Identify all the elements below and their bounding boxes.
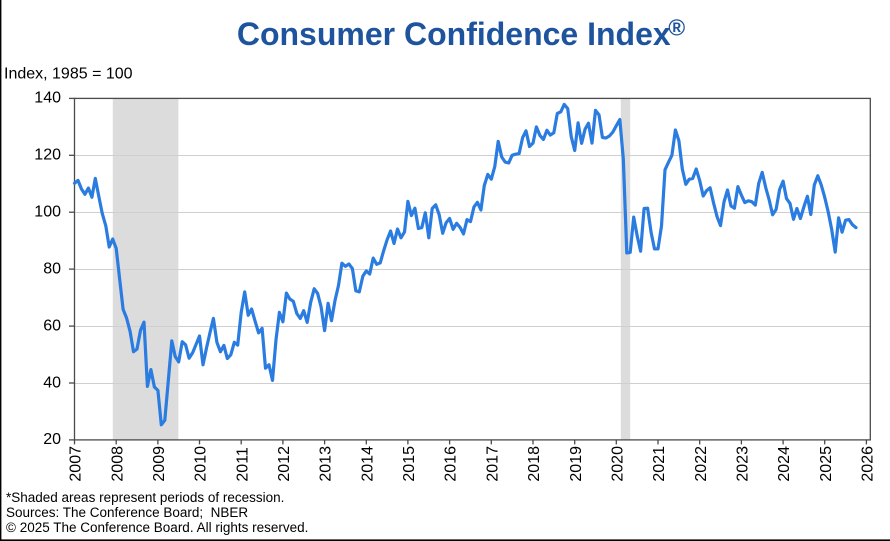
svg-text:2025: 2025 [818,446,835,482]
svg-text:100: 100 [34,204,61,221]
svg-text:© 2025 The Conference Board. A: © 2025 The Conference Board. All rights … [6,520,308,535]
svg-text:2015: 2015 [401,446,418,482]
svg-text:2011: 2011 [234,447,251,482]
svg-text:80: 80 [43,260,61,277]
svg-text:2018: 2018 [526,446,543,482]
svg-text:40: 40 [43,374,61,391]
svg-text:2008: 2008 [109,446,126,482]
svg-text:2010: 2010 [193,446,210,482]
svg-text:2009: 2009 [151,446,168,482]
svg-text:2024: 2024 [776,446,793,482]
svg-text:2013: 2013 [318,446,335,482]
svg-text:140: 140 [34,90,61,107]
svg-text:2026: 2026 [860,446,877,482]
svg-text:60: 60 [43,317,61,334]
svg-text:Sources: The Conference Board;: Sources: The Conference Board; NBER [6,505,248,520]
svg-text:2016: 2016 [443,446,460,482]
svg-text:20: 20 [43,431,61,448]
svg-text:2023: 2023 [735,446,752,482]
svg-text:2012: 2012 [276,446,293,482]
svg-text:2022: 2022 [693,446,710,482]
svg-text:Consumer Confidence Index®: Consumer Confidence Index® [237,15,685,53]
svg-text:2021: 2021 [651,446,668,482]
svg-text:2014: 2014 [359,446,376,482]
svg-text:2007: 2007 [68,446,85,482]
svg-text:Index, 1985 = 100: Index, 1985 = 100 [4,66,133,83]
svg-text:2017: 2017 [484,446,501,482]
svg-text:2020: 2020 [609,446,626,482]
svg-text:2019: 2019 [568,446,585,482]
svg-text:120: 120 [34,147,61,164]
svg-text:*Shaded areas represent period: *Shaded areas represent periods of reces… [6,490,284,505]
